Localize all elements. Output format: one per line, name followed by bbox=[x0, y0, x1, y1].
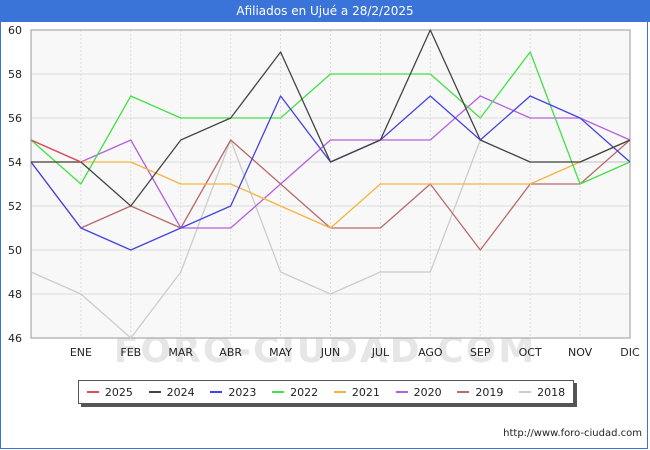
legend-label: 2019 bbox=[475, 385, 504, 399]
legend-label: 2021 bbox=[351, 385, 380, 399]
series-line-2020 bbox=[30, 95, 631, 229]
legend-swatch bbox=[395, 391, 408, 393]
y-tick-label: 60 bbox=[8, 24, 22, 37]
x-tick-label: AGO bbox=[418, 346, 443, 359]
x-tick-label: ENE bbox=[70, 346, 92, 359]
x-tick-label: JUN bbox=[320, 346, 341, 359]
legend-label: 2022 bbox=[290, 385, 319, 399]
legend-swatch bbox=[210, 391, 223, 393]
legend-swatch bbox=[457, 391, 470, 393]
legend-swatch bbox=[333, 391, 346, 393]
legend-swatch bbox=[86, 391, 99, 393]
legend: 2025 2024 2023 2022 2021 2020 2019 2018 bbox=[78, 380, 574, 404]
x-tick-label: MAY bbox=[269, 346, 292, 359]
x-tick-label: DIC bbox=[620, 346, 640, 359]
legend-swatch bbox=[519, 391, 532, 393]
y-tick-label: 54 bbox=[8, 156, 22, 169]
series-line-2024 bbox=[31, 29, 631, 207]
legend-swatch bbox=[272, 391, 285, 393]
y-tick-label: 58 bbox=[8, 68, 22, 81]
legend-label: 2023 bbox=[228, 385, 257, 399]
legend-item-2021: 2021 bbox=[333, 385, 380, 399]
source-url[interactable]: http://www.foro-ciudad.com bbox=[503, 428, 642, 439]
series-line-2021 bbox=[31, 139, 631, 229]
x-tick-label: OCT bbox=[519, 346, 542, 359]
x-tick-label: SEP bbox=[470, 346, 491, 359]
legend-item-2022: 2022 bbox=[272, 386, 318, 399]
x-tick-label: MAR bbox=[168, 346, 193, 359]
legend-item-2025: 2025 bbox=[86, 385, 133, 399]
legend-label: 2024 bbox=[166, 385, 195, 399]
plot-border bbox=[30, 29, 631, 339]
y-tick-label: 48 bbox=[8, 288, 22, 301]
legend-label: 2025 bbox=[104, 385, 133, 399]
y-tick-label: 56 bbox=[8, 112, 22, 125]
chart-frame bbox=[0, 22, 648, 449]
legend-label: 2018 bbox=[537, 385, 566, 399]
legend-swatch bbox=[148, 391, 161, 393]
x-tick-label: NOV bbox=[568, 346, 593, 359]
y-tick-label: 50 bbox=[8, 244, 22, 257]
legend-item-2023: 2023 bbox=[210, 386, 256, 399]
legend-item-2019: 2019 bbox=[457, 386, 503, 399]
y-tick-label: 46 bbox=[8, 332, 22, 345]
x-tick-label: ABR bbox=[219, 346, 242, 359]
chart-title: Afiliados en Ujué a 28/2/2025 bbox=[0, 0, 650, 22]
x-tick-label: FEB bbox=[120, 346, 141, 359]
legend-item-2018: 2018 bbox=[519, 386, 565, 399]
series-line-2025 bbox=[30, 139, 82, 163]
legend-label: 2020 bbox=[413, 385, 442, 399]
y-tick-label: 52 bbox=[8, 200, 22, 213]
legend-item-2020: 2020 bbox=[395, 385, 442, 399]
legend-item-2024: 2024 bbox=[148, 385, 195, 399]
x-tick-label: JUL bbox=[371, 346, 390, 359]
series-line-2022 bbox=[30, 51, 631, 185]
